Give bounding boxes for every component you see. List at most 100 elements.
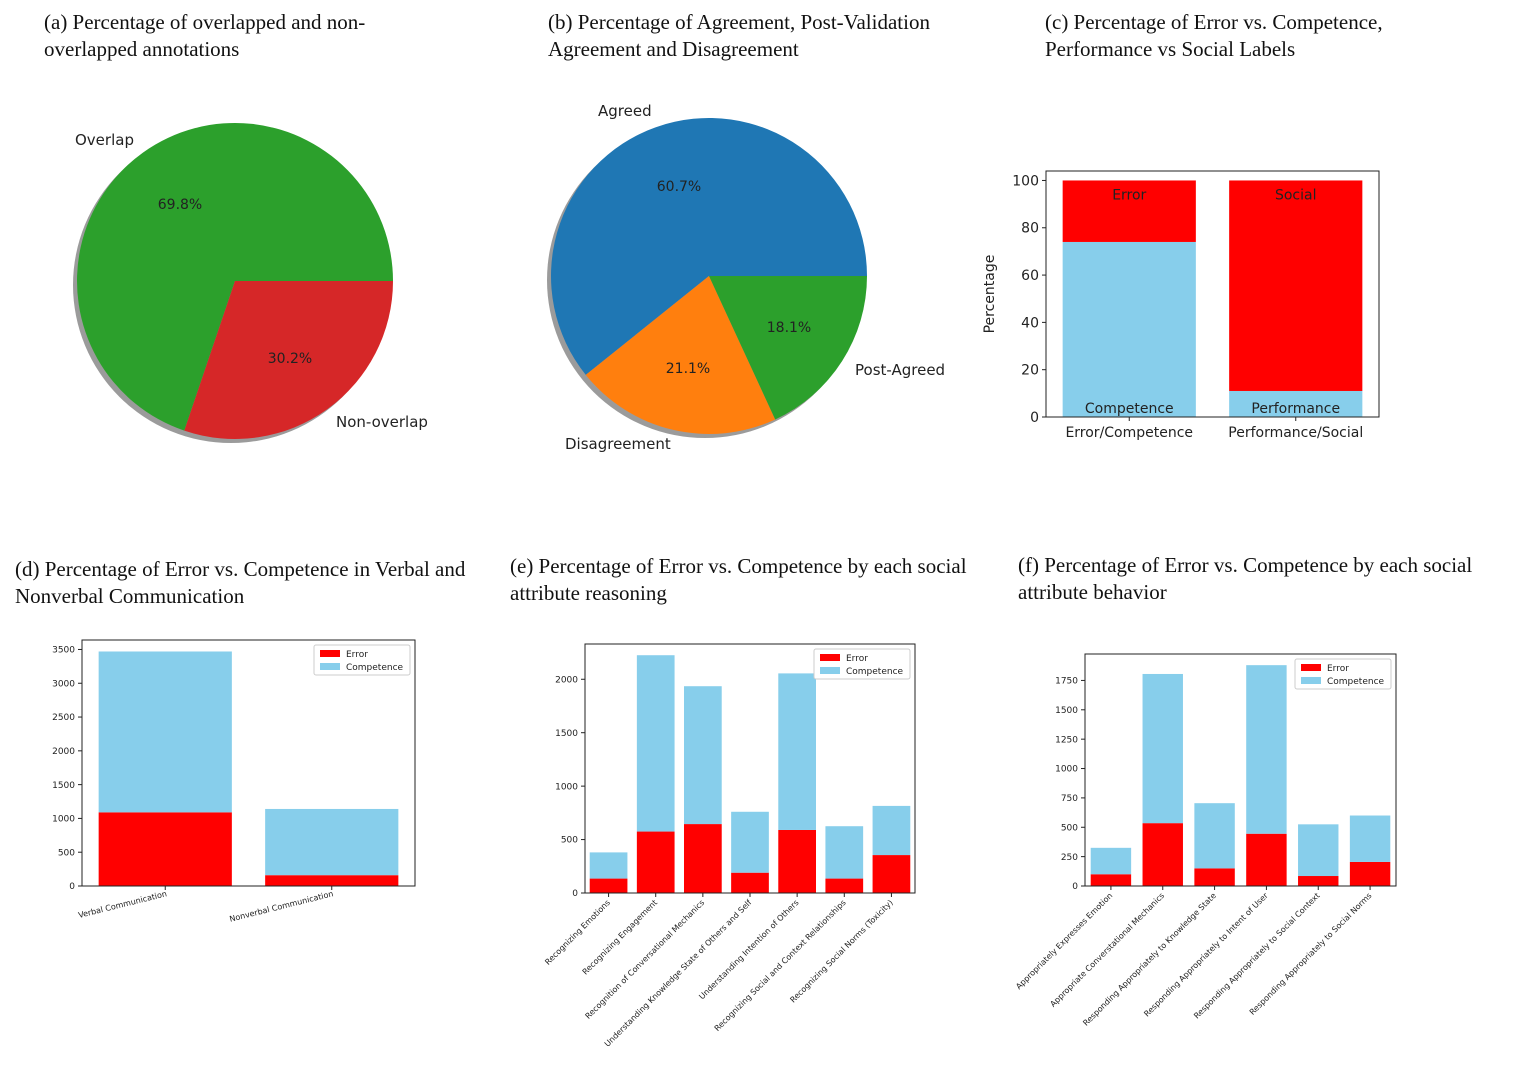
- x-tick-label-appropriately-expresses-emotion: Appropriately Expresses Emotion: [1014, 891, 1114, 991]
- y-tick-label: 250: [1061, 853, 1078, 863]
- y-tick-label: 1500: [1055, 706, 1078, 716]
- bar-error-recognition-of-conversational-mechanics: [684, 824, 722, 893]
- pie-label-overlap: Overlap: [75, 131, 134, 149]
- pie-label-non-overlap: Non-overlap: [336, 413, 428, 431]
- bar-bottom-error-competence: [1062, 241, 1196, 417]
- legend-swatch-competence: [320, 663, 340, 670]
- x-tick-label-nonverbal-communication: Nonverbal Communication: [229, 889, 335, 924]
- y-tick-label: 750: [1061, 794, 1078, 804]
- pie-label-agreed: Agreed: [598, 102, 652, 120]
- y-axis-label: Percentage: [982, 255, 998, 334]
- y-tick-label: 1500: [52, 781, 75, 791]
- x-tick-label-recognizing-social-norms-toxicity: Recognizing Social Norms (Toxicity): [788, 898, 894, 1004]
- bar-competence-responding-appropriately-to-intent-of-user: [1246, 665, 1287, 834]
- bar-error-verbal-communication: [98, 812, 232, 886]
- legend-swatch-error: [820, 654, 840, 661]
- bar-competence-recognizing-social-and-context-relationships: [825, 826, 864, 879]
- bar-competence-recognition-of-conversational-mechanics: [684, 686, 722, 825]
- bar-top-performance-social: [1229, 180, 1363, 391]
- bar-competence-verbal-communication: [98, 651, 232, 813]
- pie-pct-overlap: 69.8%: [158, 197, 202, 213]
- y-tick-label: 1750: [1055, 677, 1078, 687]
- y-tick-label: 1500: [555, 729, 578, 739]
- y-tick-label: 40: [1021, 315, 1039, 331]
- bar-error-recognizing-social-norms-toxicity: [872, 855, 911, 893]
- x-tick-label-verbal-communication: Verbal Communication: [77, 889, 167, 920]
- pie-chart-a: Overlap 69.8% Non-overlap 30.2%: [73, 123, 428, 443]
- y-tick-label: 2000: [555, 675, 578, 685]
- bar-label-error: Error: [1112, 187, 1146, 203]
- pie-slice-agreed: [551, 118, 867, 375]
- y-tick-label: 1000: [1055, 765, 1078, 775]
- y-tick-label: 500: [58, 848, 75, 858]
- panel-a-title: (a) Percentage of overlapped and non-ove…: [44, 10, 366, 61]
- y-tick-label: 1000: [555, 782, 578, 792]
- bar-error-responding-appropriately-to-intent-of-user: [1246, 833, 1287, 886]
- pie-slice-disagreement: [585, 276, 776, 434]
- y-tick-label: 3000: [52, 679, 75, 689]
- y-tick-label: 100: [1012, 173, 1039, 189]
- axes-frame: [81, 639, 416, 887]
- y-tick-label: 1000: [52, 815, 75, 825]
- legend: Error Competence: [313, 644, 411, 676]
- legend-label-error: Error: [846, 654, 868, 664]
- x-tick-label-error-competence: Error/Competence: [1065, 425, 1193, 441]
- legend-label-competence: Competence: [846, 667, 904, 677]
- panel-b-title: (b) Percentage of Agreement, Post-Valida…: [548, 10, 930, 61]
- pie-pct-disagreement: 21.1%: [666, 361, 710, 377]
- panel-c-title: (c) Percentage of Error vs. Competence, …: [1045, 10, 1383, 61]
- bar-error-appropriate-converstational-mechanics: [1142, 823, 1183, 886]
- bar-competence-recognizing-emotions: [589, 852, 628, 879]
- bar-chart-c: Competence Error Performance Social 0 20 40 60 8…: [982, 170, 1380, 441]
- bar-error-nonverbal-communication: [265, 875, 399, 886]
- legend-label-error: Error: [1327, 664, 1349, 674]
- bar-error-responding-appropriately-to-social-context: [1298, 876, 1339, 886]
- bar-competence-understanding-intention-of-others: [778, 673, 816, 830]
- bar-error-responding-appropriately-to-knowledge-state: [1194, 868, 1235, 886]
- bar-competence-recognizing-engagement: [636, 655, 675, 832]
- legend-swatch-error: [1301, 664, 1321, 671]
- legend-label-competence: Competence: [1327, 677, 1385, 687]
- panel-d-title: (d) Percentage of Error vs. Competence i…: [15, 557, 466, 608]
- y-tick-label: 0: [572, 889, 578, 899]
- pie-pct-non-overlap: 30.2%: [268, 351, 312, 367]
- bar-error-recognizing-engagement: [636, 831, 675, 893]
- bar-chart-d: 0 500 1000 1500 2000 2500 3000 3500 Verbal Commu…: [52, 639, 416, 924]
- bar-competence-understanding-knowledge-state-of-others-and-self: [731, 811, 769, 873]
- pie-slice-non-overlap: [184, 281, 393, 440]
- legend-swatch-error: [320, 650, 340, 657]
- bar-error-responding-appropriately-to-social-norms: [1349, 861, 1391, 886]
- pie-label-post-agreed: Post-Agreed: [855, 361, 945, 379]
- x-tick-label-responding-appropriately-to-social-norms: Responding Appropriately to Social Norms: [1248, 891, 1374, 1017]
- axes-frame: [1045, 170, 1380, 418]
- y-tick-label: 1250: [1055, 735, 1078, 745]
- y-tick-label: 500: [1061, 823, 1078, 833]
- bar-error-understanding-knowledge-state-of-others-and-self: [731, 872, 769, 893]
- bar-error-recognizing-emotions: [589, 878, 628, 893]
- bar-label-performance: Performance: [1251, 401, 1340, 417]
- bar-error-understanding-intention-of-others: [778, 829, 816, 893]
- legend: Error Competence: [1294, 658, 1392, 690]
- pie-slice-post-agreed: [709, 276, 867, 420]
- bar-competence-responding-appropriately-to-social-context: [1298, 824, 1339, 877]
- legend-label-error: Error: [346, 650, 368, 660]
- y-tick-label: 2500: [52, 713, 75, 723]
- pie-label-disagreement: Disagreement: [565, 435, 671, 453]
- y-tick-label: 0: [1072, 882, 1078, 892]
- y-tick-label: 80: [1021, 221, 1039, 237]
- y-tick-label: 0: [1030, 410, 1039, 426]
- x-tick-label-appropriate-converstational-mechanics: Appropriate Converstational Mechanics: [1048, 891, 1166, 1009]
- legend-swatch-competence: [820, 667, 840, 674]
- panel-f-title: (f) Percentage of Error vs. Competence b…: [1018, 553, 1473, 604]
- y-tick-label: 0: [69, 882, 75, 892]
- pie-pct-post-agreed: 18.1%: [767, 320, 811, 336]
- bar-top-error-competence: [1062, 180, 1196, 242]
- bar-competence-recognizing-social-norms-toxicity: [872, 805, 911, 856]
- y-tick-label: 60: [1021, 268, 1039, 284]
- pie-pct-agreed: 60.7%: [657, 179, 701, 195]
- legend-swatch-competence: [1301, 677, 1321, 684]
- axes-frame: [1084, 653, 1397, 887]
- bar-competence-responding-appropriately-to-knowledge-state: [1194, 803, 1235, 869]
